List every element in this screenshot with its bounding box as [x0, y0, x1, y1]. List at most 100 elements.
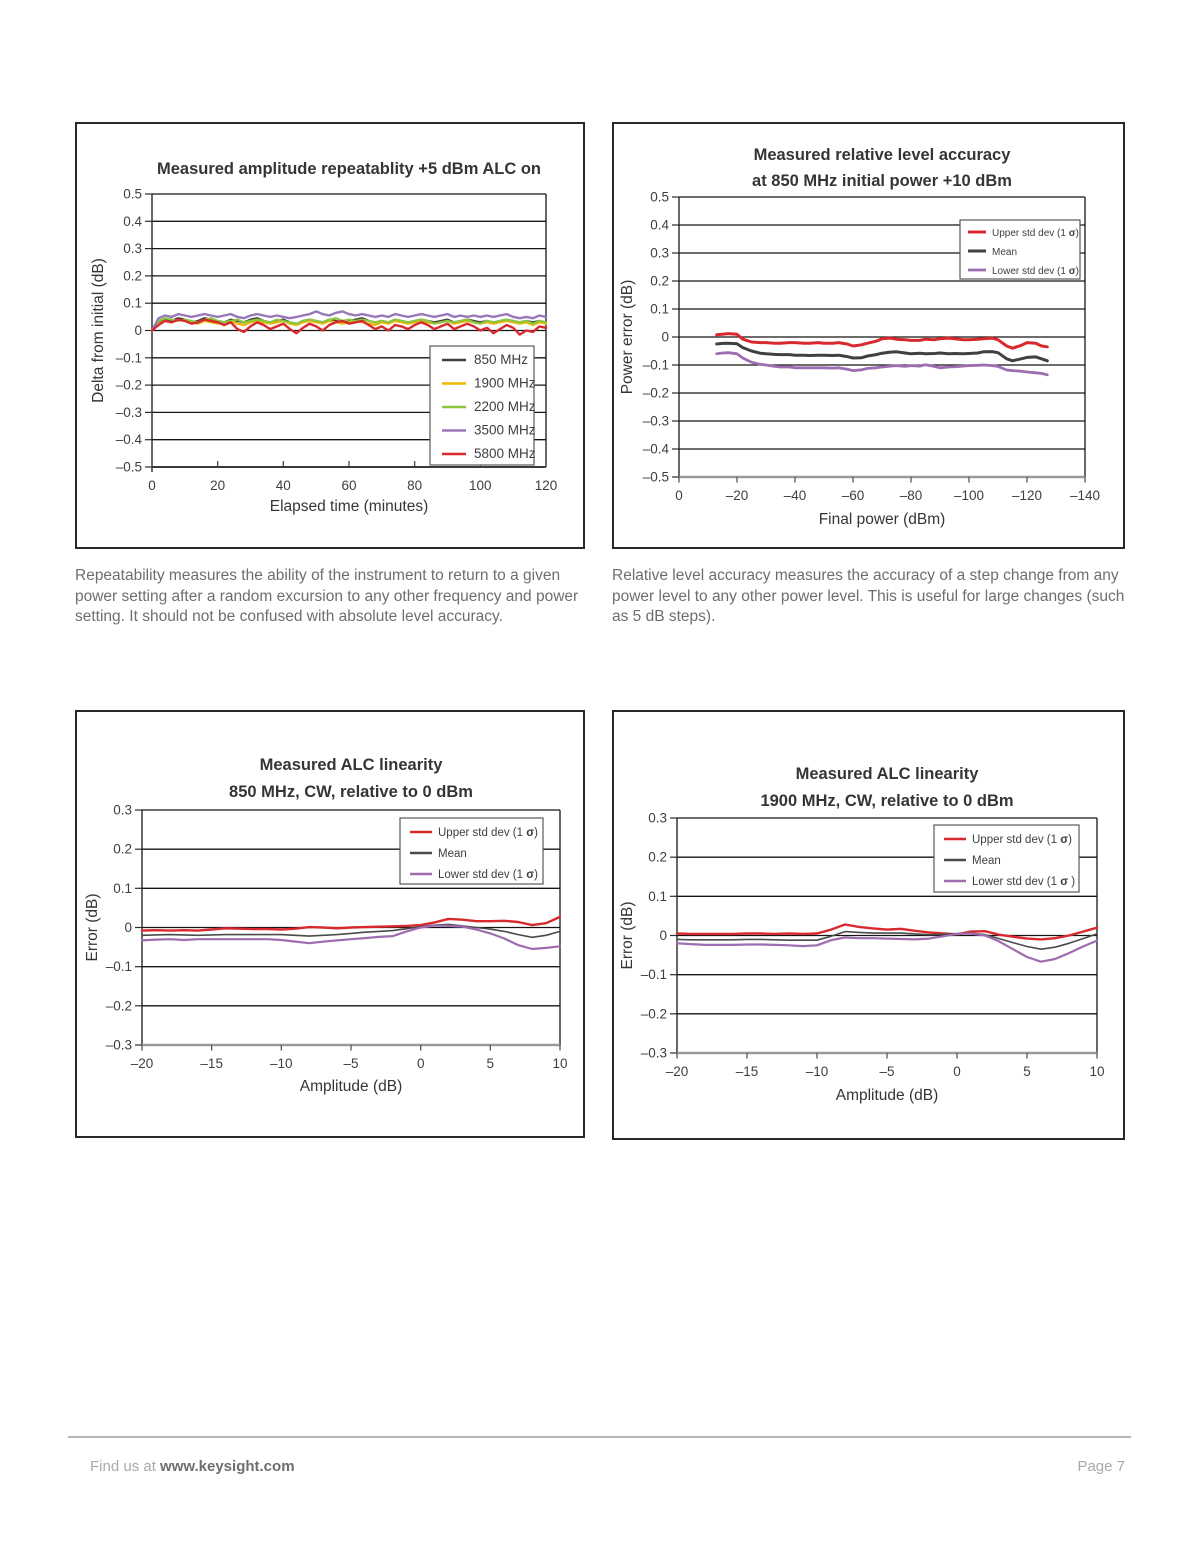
x-axis-title: Final power (dBm) — [819, 511, 946, 528]
svg-text:–0.2: –0.2 — [643, 386, 669, 401]
chart-relative-level-accuracy-figure: Measured relative level accuracy at 850 M… — [612, 122, 1125, 549]
caption-relative-accuracy: Relative level accuracy measures the acc… — [612, 567, 1125, 626]
svg-text:0.2: 0.2 — [113, 842, 132, 857]
svg-text:0.1: 0.1 — [650, 302, 669, 317]
svg-text:0.3: 0.3 — [650, 246, 669, 261]
legend-label: Mean — [972, 855, 1001, 867]
chart-alc-linearity-1900-figure: Measured ALC linearity 1900 MHz, CW, rela… — [612, 710, 1125, 1140]
svg-text:0.1: 0.1 — [113, 881, 132, 896]
svg-text:–40: –40 — [784, 488, 807, 503]
axis-ticks — [135, 809, 561, 1051]
svg-text:10: 10 — [552, 1056, 567, 1071]
x-axis-title: Amplitude (dB) — [836, 1087, 939, 1104]
svg-text:0.3: 0.3 — [123, 241, 142, 256]
chart-title: Measured amplitude repeatablity +5 dBm A… — [157, 160, 541, 178]
svg-text:–80: –80 — [900, 488, 923, 503]
legend-label: 3500 MHz — [474, 423, 536, 438]
y-axis-title: Error (dB) — [619, 901, 636, 969]
legend: Upper std dev (1 σ) Mean Lower std dev (1 … — [959, 219, 1081, 280]
svg-text:40: 40 — [276, 478, 291, 493]
svg-text:5: 5 — [1023, 1064, 1031, 1079]
chart-title: Measured ALC linearity 1900 MHz, CW, rela… — [760, 765, 1013, 810]
legend-label: Lower std dev (1 σ ) — [972, 876, 1075, 888]
svg-text:–0.4: –0.4 — [643, 442, 670, 457]
chart-amplitude-repeatability-figure: Measured amplitude repeatablity +5 dBm A… — [75, 122, 585, 549]
axis-tick-labels: 0.3 0.2 0.1 0 –0.1 –0.2 –0.3 –20 –15 –10 –5 0 5 10 — [641, 811, 1105, 1080]
svg-text:60: 60 — [341, 478, 356, 493]
svg-text:Measured ALC linearity: Measured ALC linearity — [796, 765, 980, 783]
footer: Find us at www.keysight.com — [90, 1458, 295, 1475]
chart-alc-linearity-1900-canvas: Measured ALC linearity 1900 MHz, CW, rela… — [619, 765, 1105, 1104]
series-line-Mean — [141, 923, 561, 939]
chart-alc-linearity-850-canvas: Measured ALC linearity 850 MHz, CW, relat… — [84, 756, 568, 1095]
axis-tick-labels: 0.5 0.4 0.3 0.2 0.1 0 –0.1 –0.2 –0.3 –0.4 –0.5 0 20 4… — [116, 187, 558, 494]
svg-text:0.1: 0.1 — [123, 296, 142, 311]
chart-title: Measured ALC linearity 850 MHz, CW, relat… — [229, 756, 473, 801]
svg-text:10: 10 — [1089, 1064, 1104, 1079]
svg-text:0.1: 0.1 — [648, 889, 667, 904]
svg-text:Measured relative level accura: Measured relative level accuracy — [754, 146, 1012, 164]
legend-label: 5800 MHz — [474, 446, 536, 461]
y-axis-title: Delta from initial (dB) — [90, 258, 107, 403]
chart-relative-level-accuracy-canvas: Measured relative level accuracy at 850 M… — [619, 146, 1100, 528]
svg-text:0.4: 0.4 — [123, 214, 142, 229]
svg-text:Measured amplitude repeatablit: Measured amplitude repeatablity +5 dBm A… — [157, 160, 541, 178]
svg-text:–0.3: –0.3 — [641, 1046, 667, 1061]
series-line-5800-MHz — [150, 318, 548, 336]
caption-repeatability: Repeatability measures the ability of th… — [75, 567, 579, 626]
series-line-Mean — [676, 930, 1098, 950]
svg-text:–0.1: –0.1 — [643, 358, 669, 373]
svg-text:0.4: 0.4 — [650, 218, 669, 233]
svg-text:–0.3: –0.3 — [643, 414, 669, 429]
svg-text:–20: –20 — [131, 1056, 154, 1071]
footer-divider — [68, 1436, 1131, 1438]
series-line-Upper-std-dev-1 — [675, 923, 1099, 941]
svg-text:–0.3: –0.3 — [116, 405, 142, 420]
svg-text:–120: –120 — [1012, 488, 1042, 503]
svg-text:–5: –5 — [879, 1064, 894, 1079]
svg-text:20: 20 — [210, 478, 225, 493]
axis-tick-labels: 0.5 0.4 0.3 0.2 0.1 0 –0.1 –0.2 –0.3 –0.4 –0.5 0 –20… — [643, 190, 1100, 504]
svg-text:–0.4: –0.4 — [116, 432, 143, 447]
svg-text:850 MHz, CW, relative to 0 dBm: 850 MHz, CW, relative to 0 dBm — [229, 783, 473, 801]
series-line-3500-MHz — [150, 310, 548, 332]
y-axis-title: Power error (dB) — [619, 280, 636, 395]
svg-text:–0.1: –0.1 — [116, 350, 142, 365]
svg-text:100: 100 — [469, 478, 492, 493]
svg-text:–15: –15 — [736, 1064, 759, 1079]
svg-text:0.3: 0.3 — [648, 811, 667, 826]
series-line-2200-MHz — [150, 317, 548, 332]
legend-label: Upper std dev (1 σ) — [438, 827, 538, 839]
svg-text:–0.5: –0.5 — [116, 460, 142, 475]
axis-ticks — [145, 193, 547, 468]
chart-amplitude-repeatability-canvas: Measured amplitude repeatablity +5 dBm A… — [90, 160, 558, 515]
svg-text:0.5: 0.5 — [123, 187, 142, 202]
axis-tick-labels: 0.3 0.2 0.1 0 –0.1 –0.2 –0.3 –20 –15 –10 –5 0 5 10 — [106, 803, 568, 1072]
svg-text:–10: –10 — [270, 1056, 293, 1071]
chart-alc-linearity-850-figure: Measured ALC linearity 850 MHz, CW, relat… — [75, 710, 585, 1138]
y-axis-title: Error (dB) — [84, 893, 101, 961]
svg-text:0.3: 0.3 — [113, 803, 132, 818]
svg-text:–0.3: –0.3 — [106, 1038, 132, 1053]
svg-text:120: 120 — [535, 478, 558, 493]
svg-text:0: 0 — [659, 928, 667, 943]
svg-text:–0.1: –0.1 — [641, 967, 667, 982]
svg-text:0: 0 — [661, 330, 669, 345]
svg-text:–0.2: –0.2 — [641, 1006, 667, 1021]
footer-website-link[interactable]: www.keysight.com — [160, 1458, 295, 1475]
svg-text:–0.1: –0.1 — [106, 959, 132, 974]
series-line-Lower-std-dev-1 — [715, 351, 1049, 377]
legend-label: Lower std dev (1 σ) — [438, 869, 538, 881]
svg-text:0.5: 0.5 — [650, 190, 669, 205]
svg-text:0.2: 0.2 — [648, 850, 667, 865]
svg-text:0: 0 — [134, 323, 142, 338]
svg-text:0: 0 — [417, 1056, 425, 1071]
legend-label: 2200 MHz — [474, 399, 536, 414]
svg-text:–0.2: –0.2 — [116, 378, 142, 393]
legend: 850 MHz 1900 MHz 2200 MHz 3500 MHz 5800 MHz — [429, 345, 536, 466]
chart-title: Measured relative level accuracy at 850 M… — [752, 146, 1012, 190]
svg-text:–60: –60 — [842, 488, 865, 503]
legend-label: 850 MHz — [474, 352, 528, 367]
svg-text:1900 MHz, CW, relative to 0 dB: 1900 MHz, CW, relative to 0 dBm — [760, 792, 1013, 810]
